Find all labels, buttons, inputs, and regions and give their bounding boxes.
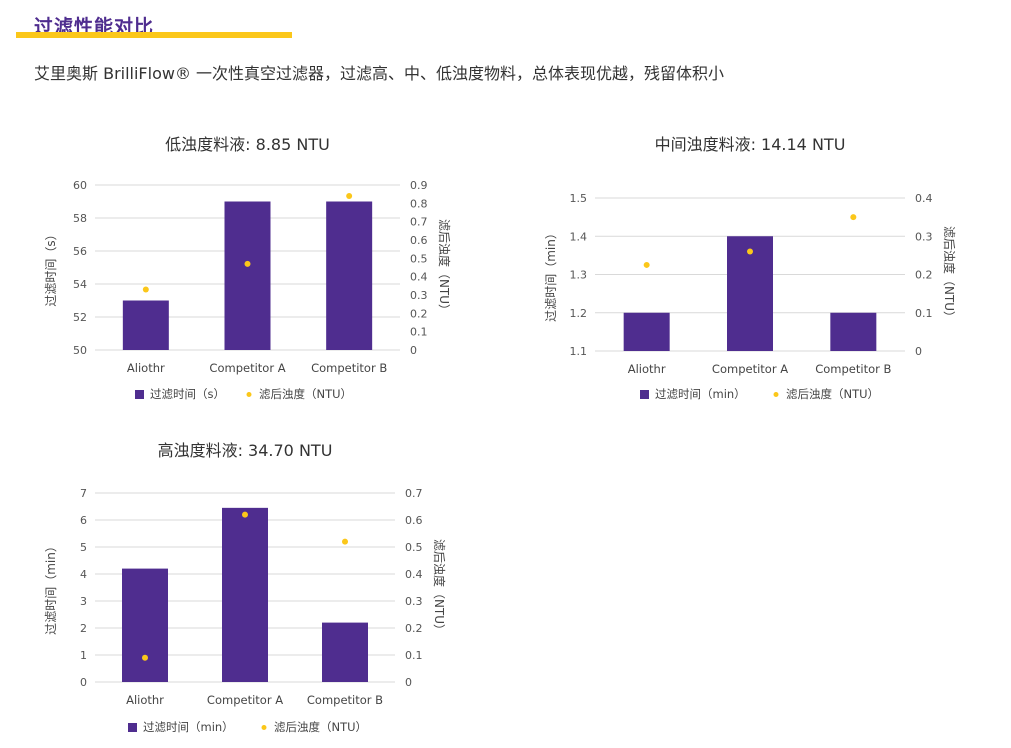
legend-dot-label: 滤后浊度（NTU） [274,720,367,734]
y-axis-label: 过滤时间（s） [44,228,58,306]
category-label: Aliothr [628,362,666,376]
chart-low-turbidity: 低浊度料液: 8.85 NTU 50 52 54 56 58 60 0 0.1 0.2 0.3 0.4… [40,130,460,420]
bar [830,312,877,351]
bar [122,300,169,350]
bar [122,568,168,682]
category-label: Competitor B [311,361,387,375]
y2-tick-label: 0.6 [405,514,423,527]
y2-tick-label: 0.3 [410,289,428,302]
y2-tick-label: 0.3 [405,595,423,608]
y-tick-label: 1 [80,649,87,662]
y2-tick-label: 0.7 [405,487,423,500]
y-axis-label: 过滤时间（min） [544,227,558,322]
y-tick-label: 1.2 [570,307,588,320]
legend-bar-swatch [128,723,137,732]
y2-tick-label: 0.5 [410,252,428,265]
turbidity-point [244,260,251,267]
turbidity-point [342,538,348,545]
y2-tick-label: 0.9 [410,179,428,192]
bar [222,507,268,682]
chart-svg: 中间浊度料液: 14.14 NTU 1.1 1.2 1.3 1.4 1.5 0 0.1 0.2 0… [544,135,957,401]
y2-tick-label: 0 [915,345,922,358]
legend-bar-swatch [135,390,144,399]
turbidity-point [643,261,650,268]
y-tick-label: 0 [80,676,87,689]
page-subtitle: 艾里奥斯 BrilliFlow® 一次性真空过滤器，过滤高、中、低浊度物料，总体… [34,64,725,83]
y-tick-label: 56 [73,245,87,258]
y-tick-label: 6 [80,514,87,527]
legend-bar-label: 过滤时间（min） [143,720,234,734]
y-tick-label: 60 [73,179,87,192]
y-tick-label: 1.4 [570,230,588,243]
y2-tick-label: 0.7 [410,216,428,229]
legend-bar-swatch [640,390,649,399]
y2-tick-label: 0 [405,676,412,689]
bar [322,622,368,682]
turbidity-point [242,511,248,518]
legend-dot-swatch [773,392,779,397]
bar [623,312,670,351]
y-tick-label: 1.1 [570,345,588,358]
y2-tick-label: 0.6 [410,234,428,247]
turbidity-point [346,193,353,199]
y-tick-label: 3 [80,595,87,608]
y2-tick-label: 0.1 [915,307,933,320]
chart-svg: 低浊度料液: 8.85 NTU 50 52 54 56 58 60 0 0.1 0.2 0.3 0.4… [44,135,452,401]
y-tick-label: 58 [73,212,87,225]
legend-dot-swatch [246,392,252,397]
chart-title: 低浊度料液: 8.85 NTU [165,135,330,154]
y2-tick-label: 0.2 [410,307,428,320]
category-label: Competitor A [207,693,283,707]
y2-tick-label: 0.1 [410,326,428,339]
y-tick-label: 52 [73,311,87,324]
legend-bar-label: 过滤时间（s） [150,387,225,401]
y2-tick-label: 0.1 [405,649,423,662]
y-tick-label: 54 [73,278,87,291]
category-label: Aliothr [127,361,165,375]
chart-title: 中间浊度料液: 14.14 NTU [655,135,846,154]
category-label: Aliothr [126,693,164,707]
y2-tick-label: 0.5 [405,541,423,554]
y-tick-label: 50 [73,344,87,357]
y-tick-label: 5 [80,541,87,554]
bar [727,236,773,351]
category-label: Competitor A [209,361,285,375]
y2-tick-label: 0.8 [410,197,428,210]
legend-dot-label: 滤后浊度（NTU） [259,387,352,401]
turbidity-point [850,214,857,221]
category-label: Competitor B [815,362,891,376]
turbidity-point [142,654,148,661]
legend-bar-label: 过滤时间（min） [655,387,746,401]
turbidity-point [747,248,753,255]
bar [326,201,373,350]
y-tick-label: 4 [80,568,87,581]
category-label: Competitor A [712,362,788,376]
y2-axis-label: 滤后浊度（NTU） [437,219,452,316]
chart-svg: 高浊度料液: 34.70 NTU 0 1 2 3 4 5 6 7 0 0.1 0.2 0.3 0.4 0.5… [44,441,447,734]
y2-tick-label: 0.4 [410,271,428,284]
chart-high-turbidity: 高浊度料液: 34.70 NTU 0 1 2 3 4 5 6 7 0 0.1 0.2 0.3 0.4 0.5… [40,436,470,748]
y2-tick-label: 0 [410,344,417,357]
chart-medium-turbidity: 中间浊度料液: 14.14 NTU 1.1 1.2 1.3 1.4 1.5 0 0.1 0.2 0… [540,130,970,420]
y2-tick-label: 0.4 [405,568,423,581]
bar [224,201,271,350]
turbidity-point [142,286,149,293]
y2-tick-label: 0.3 [915,230,933,243]
y-axis-label: 过滤时间（min） [44,540,58,635]
y2-tick-label: 0.2 [915,269,933,282]
y2-tick-label: 0.4 [915,192,933,205]
y-tick-label: 7 [80,487,87,500]
y-tick-label: 2 [80,622,87,635]
y-tick-label: 1.3 [570,269,588,282]
chart-title: 高浊度料液: 34.70 NTU [158,441,333,460]
category-label: Competitor B [307,693,383,707]
y-tick-label: 1.5 [570,192,588,205]
title-underline [16,32,292,38]
legend-dot-swatch [261,725,267,730]
legend-dot-label: 滤后浊度（NTU） [786,387,879,401]
y2-axis-label: 滤后浊度（NTU） [942,226,957,323]
y2-tick-label: 0.2 [405,622,423,635]
y2-axis-label: 滤后浊度（NTU） [432,539,447,636]
